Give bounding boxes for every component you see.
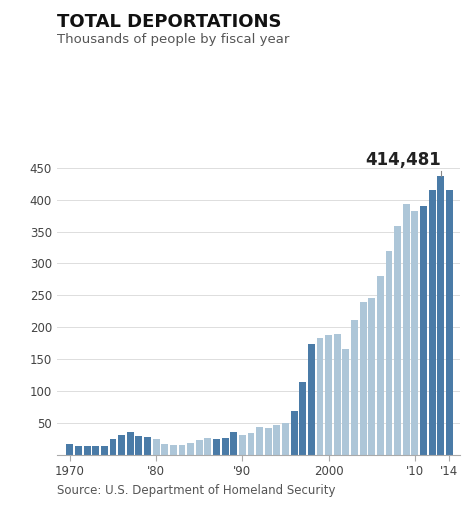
Bar	[179, 445, 185, 455]
Bar	[368, 298, 375, 454]
Bar	[127, 432, 134, 454]
Bar	[308, 344, 315, 454]
Bar	[420, 206, 427, 454]
Bar	[377, 276, 384, 454]
Bar	[92, 446, 99, 454]
Bar	[204, 438, 211, 454]
Bar	[446, 190, 453, 454]
Text: Thousands of people by fiscal year: Thousands of people by fiscal year	[57, 33, 289, 46]
Bar	[265, 428, 272, 455]
Bar	[299, 382, 306, 455]
Bar	[247, 433, 255, 455]
Bar	[282, 423, 289, 455]
Bar	[196, 440, 203, 455]
Text: 414,481: 414,481	[365, 151, 441, 169]
Bar	[325, 335, 332, 454]
Bar	[109, 439, 117, 455]
Bar	[153, 438, 160, 454]
Bar	[256, 427, 263, 454]
Bar	[170, 445, 177, 455]
Bar	[438, 176, 444, 454]
Bar	[394, 226, 401, 454]
Bar	[83, 446, 91, 454]
Bar	[351, 320, 358, 454]
Bar	[101, 446, 108, 454]
Text: Source: U.S. Department of Homeland Security: Source: U.S. Department of Homeland Secu…	[57, 484, 336, 497]
Bar	[334, 334, 341, 454]
Bar	[144, 437, 151, 454]
Bar	[230, 432, 237, 454]
Bar	[360, 301, 366, 454]
Bar	[428, 190, 436, 454]
Bar	[213, 438, 220, 454]
Bar	[403, 204, 410, 454]
Bar	[187, 443, 194, 454]
Bar	[222, 438, 228, 454]
Bar	[273, 425, 280, 454]
Bar	[411, 211, 419, 454]
Bar	[161, 444, 168, 454]
Bar	[136, 436, 142, 454]
Bar	[342, 349, 349, 454]
Bar	[239, 435, 246, 454]
Bar	[66, 444, 73, 454]
Text: TOTAL DEPORTATIONS: TOTAL DEPORTATIONS	[57, 13, 282, 31]
Bar	[385, 251, 392, 454]
Bar	[75, 446, 82, 454]
Bar	[291, 411, 298, 455]
Bar	[317, 338, 323, 454]
Bar	[118, 435, 125, 454]
